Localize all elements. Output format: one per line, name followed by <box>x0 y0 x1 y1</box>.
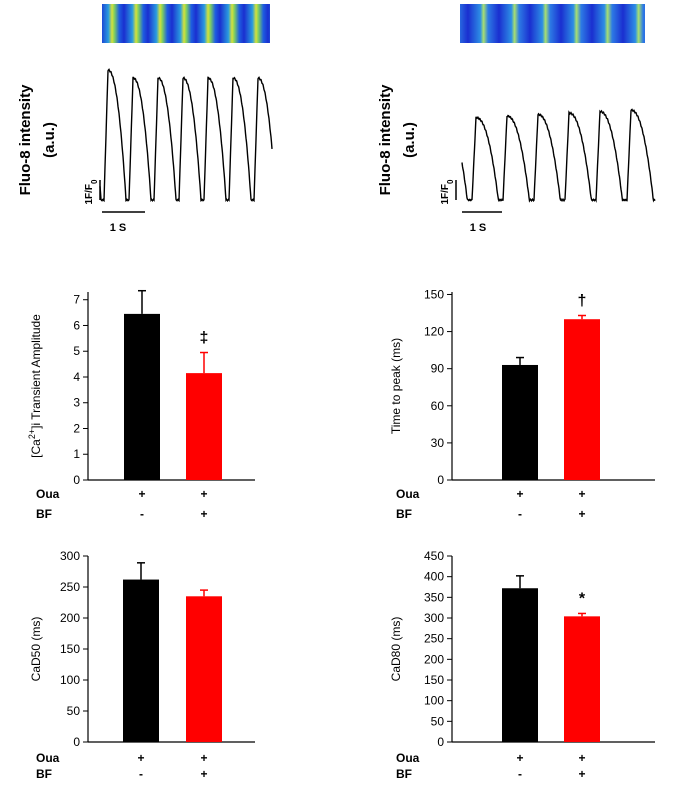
y-tick-label: 250 <box>424 632 444 646</box>
bar <box>186 596 222 742</box>
condition-label: + <box>578 507 585 521</box>
bar <box>186 373 222 480</box>
condition-label: + <box>578 767 585 781</box>
condition-label: + <box>200 507 207 521</box>
y-tick-label: 400 <box>424 570 444 584</box>
y-tick-label: 90 <box>431 362 445 376</box>
y-tick-label: 5 <box>73 344 80 358</box>
y-axis-label: CaD80 (ms) <box>389 617 403 682</box>
trace-y-label: (a.u.) <box>41 122 58 158</box>
y-tick-label: 0 <box>437 473 444 487</box>
y-tick-label: 50 <box>67 704 81 718</box>
trace-y-label: (a.u.) <box>401 122 418 158</box>
scale-y-sub: 0 <box>446 179 455 184</box>
bar <box>502 588 538 742</box>
scale-y-sub: 0 <box>90 179 99 184</box>
line-scan-image <box>102 4 270 43</box>
y-tick-label: 300 <box>424 611 444 625</box>
y-axis-label-part: 2+ <box>27 429 37 439</box>
scale-x-label: 1 S <box>470 222 487 234</box>
y-tick-label: 3 <box>73 396 80 410</box>
condition-label: + <box>137 751 144 765</box>
condition-name: BF <box>36 767 52 781</box>
condition-label: + <box>578 487 585 501</box>
condition-name: Oua <box>396 751 420 765</box>
condition-label: - <box>518 767 522 781</box>
bar-chart: 0 1 2 3 4 5 6 7 [Ca2+]i Transient Amplitude ‡ Oua +… <box>27 289 255 521</box>
y-tick-label: 2 <box>73 421 80 435</box>
scale-y-text: 1F/F <box>440 184 451 205</box>
condition-label: - <box>139 767 143 781</box>
scale-x-label: 1 S <box>110 222 127 234</box>
y-tick-label: 150 <box>60 642 80 656</box>
scale-y-text: 1F/F <box>84 184 95 205</box>
y-tick-label: 300 <box>60 549 80 563</box>
y-axis-label-part: ]i Transient Amplitude <box>29 314 43 429</box>
bar <box>124 313 160 480</box>
y-tick-label: 1 <box>73 447 80 461</box>
bar-chart: 0 50 100 150 200 250 300 350 400 450 CaD80 (ms) * Ou… <box>389 549 655 781</box>
bar-chart: 0 30 60 90 120 150 Time to peak (ms) † Oua + + BF - + <box>389 287 655 521</box>
condition-label: + <box>516 487 523 501</box>
condition-label: - <box>140 507 144 521</box>
trace-panel: Fluo-8 intensity (a.u.) 1F/F0 1 S <box>377 4 656 234</box>
y-tick-label: 120 <box>424 325 444 339</box>
y-tick-label: 450 <box>424 549 444 563</box>
condition-label: + <box>200 487 207 501</box>
condition-label: + <box>200 751 207 765</box>
y-tick-label: 0 <box>437 735 444 749</box>
y-tick-label: 4 <box>73 370 80 384</box>
trace-panel: Fluo-8 intensity (a.u.) 1F/F0 1 S <box>17 4 273 234</box>
condition-label: + <box>516 751 523 765</box>
y-tick-label: 200 <box>424 652 444 666</box>
condition-label: + <box>138 487 145 501</box>
bar <box>123 579 159 742</box>
y-tick-label: 150 <box>424 287 444 301</box>
condition-name: BF <box>36 507 52 521</box>
significance-mark: * <box>579 590 586 607</box>
condition-name: Oua <box>396 487 420 501</box>
significance-mark: ‡ <box>200 330 209 347</box>
significance-mark: † <box>578 293 587 310</box>
line-scan-image <box>460 4 645 43</box>
trace-y-label: Fluo-8 intensity <box>377 84 394 195</box>
bar <box>564 319 600 480</box>
condition-name: BF <box>396 507 412 521</box>
y-tick-label: 30 <box>431 436 445 450</box>
y-axis-label-part: CaD50 (ms) <box>29 617 43 682</box>
y-axis-label-part: [Ca <box>29 439 43 458</box>
calcium-trace <box>461 108 656 204</box>
y-tick-label: 0 <box>73 473 80 487</box>
condition-name: Oua <box>36 487 60 501</box>
y-axis-label: Time to peak (ms) <box>389 338 403 434</box>
bar-chart: 0 50 100 150 200 250 300 CaD50 (ms) Oua + + BF - + <box>29 549 255 781</box>
scale-y-label: 1F/F0 <box>440 179 455 205</box>
condition-name: Oua <box>36 751 60 765</box>
y-tick-label: 200 <box>60 611 80 625</box>
y-tick-label: 100 <box>424 694 444 708</box>
y-tick-label: 150 <box>424 673 444 687</box>
y-tick-label: 60 <box>431 399 445 413</box>
calcium-trace <box>99 68 273 203</box>
y-tick-label: 7 <box>73 293 80 307</box>
condition-label: + <box>578 751 585 765</box>
condition-label: - <box>518 507 522 521</box>
condition-label: + <box>200 767 207 781</box>
y-axis-label: CaD50 (ms) <box>29 617 43 682</box>
trace-y-label: Fluo-8 intensity <box>17 84 34 195</box>
y-tick-label: 100 <box>60 673 80 687</box>
y-tick-label: 50 <box>431 714 445 728</box>
y-axis-label: [Ca2+]i Transient Amplitude <box>27 314 43 458</box>
y-tick-label: 0 <box>73 735 80 749</box>
y-axis-label-part: Time to peak (ms) <box>389 338 403 434</box>
bar <box>564 616 600 742</box>
y-tick-label: 250 <box>60 580 80 594</box>
y-tick-label: 350 <box>424 590 444 604</box>
y-tick-label: 6 <box>73 318 80 332</box>
bar <box>502 364 538 480</box>
scale-y-label: 1F/F0 <box>84 179 99 205</box>
condition-name: BF <box>396 767 412 781</box>
y-axis-label-part: CaD80 (ms) <box>389 617 403 682</box>
